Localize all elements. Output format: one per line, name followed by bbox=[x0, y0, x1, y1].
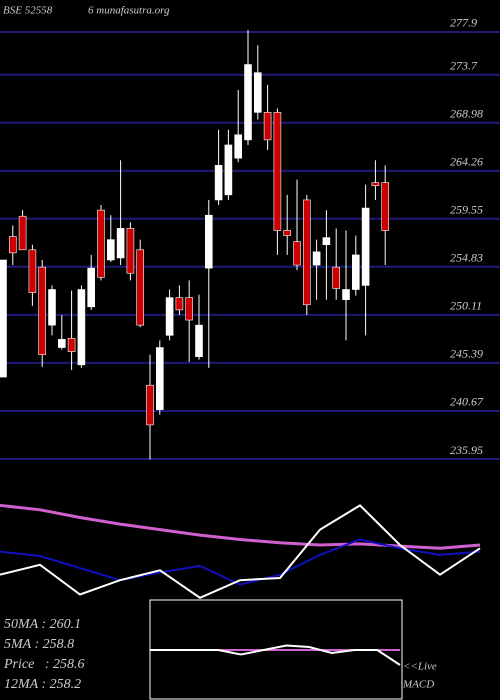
candle-body bbox=[361, 207, 370, 286]
candle-body bbox=[214, 165, 223, 201]
candle-body bbox=[224, 144, 233, 196]
candle-body bbox=[97, 209, 105, 278]
y-tick-label: 259.55 bbox=[450, 203, 483, 217]
candle-body bbox=[293, 241, 301, 266]
candle-body bbox=[371, 182, 380, 186]
y-tick-label: 273.7 bbox=[450, 58, 478, 72]
candle-body bbox=[332, 266, 341, 289]
candle-body bbox=[165, 297, 174, 336]
candle-body bbox=[195, 324, 203, 357]
candle-body bbox=[234, 134, 242, 159]
candle-body bbox=[156, 347, 164, 410]
candle-body bbox=[244, 64, 252, 141]
candle-body bbox=[67, 338, 76, 352]
candle-body bbox=[87, 267, 95, 308]
candle-body bbox=[185, 297, 193, 321]
stat-label: 12MA : 258.2 bbox=[4, 677, 81, 692]
candle-body bbox=[0, 259, 7, 378]
macd-line bbox=[150, 644, 401, 666]
candle-body bbox=[136, 249, 144, 326]
candle-body bbox=[38, 266, 47, 355]
candle-body bbox=[273, 112, 282, 231]
y-tick-label: 250.11 bbox=[450, 299, 482, 313]
candle-body bbox=[18, 215, 27, 251]
y-tick-label: 264.26 bbox=[450, 155, 483, 169]
indicator-line bbox=[0, 538, 481, 586]
candle-body bbox=[283, 230, 292, 236]
chart-subtitle: 6 munafasutra.org bbox=[88, 5, 170, 17]
macd-label: MACD bbox=[402, 679, 434, 691]
indicator-line bbox=[0, 503, 481, 550]
chart-title: BSE 52558 bbox=[3, 5, 53, 17]
candle-body bbox=[9, 236, 17, 254]
candle-body bbox=[322, 237, 331, 246]
y-tick-label: 277.9 bbox=[450, 16, 477, 30]
candle-body bbox=[57, 339, 66, 348]
candle-body bbox=[381, 182, 390, 231]
candle-body bbox=[77, 289, 86, 366]
y-tick-label: 245.39 bbox=[450, 347, 483, 361]
y-tick-label: 240.67 bbox=[450, 395, 484, 409]
y-tick-label: 235.95 bbox=[450, 443, 483, 457]
candle-body bbox=[116, 228, 125, 259]
stat-label: 50MA : 260.1 bbox=[4, 617, 81, 632]
candle-body bbox=[254, 72, 262, 113]
candle-body bbox=[28, 249, 37, 293]
y-tick-label: 268.98 bbox=[450, 107, 483, 121]
candle-body bbox=[351, 254, 360, 290]
candle-body bbox=[126, 228, 135, 274]
candle-body bbox=[175, 297, 184, 311]
live-label: <<Live bbox=[403, 661, 437, 673]
candle-body bbox=[205, 214, 213, 269]
candle-body bbox=[107, 239, 115, 261]
candle-body bbox=[342, 289, 350, 300]
stat-label: Price : 258.6 bbox=[3, 657, 84, 672]
candle-body bbox=[302, 199, 311, 306]
y-tick-label: 254.83 bbox=[450, 251, 483, 265]
candle-body bbox=[263, 112, 272, 141]
candle-body bbox=[48, 289, 56, 326]
candle-body bbox=[146, 384, 154, 426]
indicator-line bbox=[0, 504, 481, 599]
stat-label: 5MA : 258.8 bbox=[4, 637, 74, 652]
candle-body bbox=[312, 251, 321, 266]
